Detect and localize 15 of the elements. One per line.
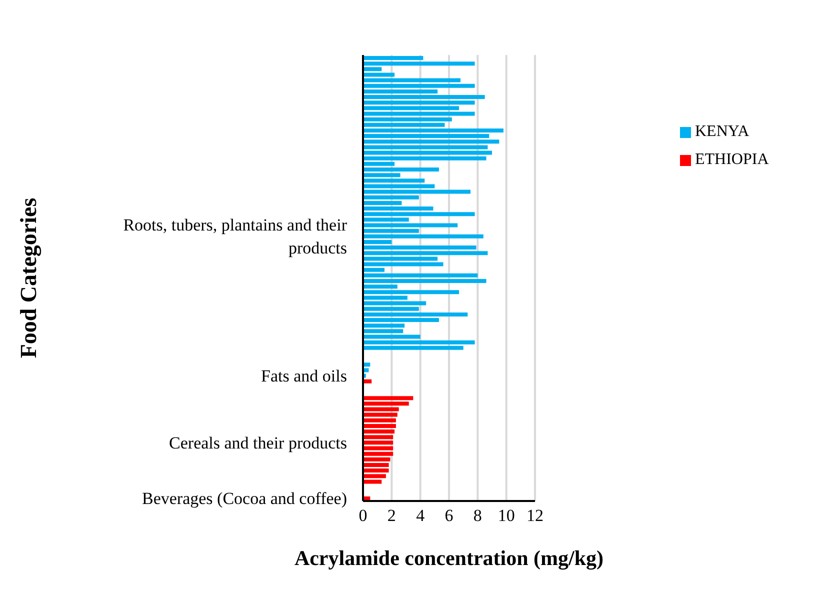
- legend-label: ETHIOPIA: [695, 151, 769, 168]
- x-tick-label: 8: [473, 506, 482, 526]
- y-tick-label: Cereals and their products: [169, 432, 347, 452]
- x-tick-label: 6: [444, 506, 454, 526]
- y-axis-title: Food Categories: [16, 198, 42, 358]
- x-tick-label: 0: [358, 506, 368, 526]
- x-tick-label: 10: [498, 506, 515, 526]
- legend-label: KENYA: [695, 123, 750, 140]
- y-tick-label: Beverages (Cocoa and coffee): [142, 488, 347, 508]
- x-axis-title: Acrylamide concentration (mg/kg): [294, 546, 604, 570]
- x-tick-label: 4: [416, 506, 426, 526]
- x-tick-label: 12: [526, 506, 544, 526]
- x-tick-label: 2: [387, 506, 396, 526]
- y-tick-label: Roots, tubers, plantains and their products: [123, 215, 348, 258]
- y-tick-label: Fats and oils: [261, 366, 347, 386]
